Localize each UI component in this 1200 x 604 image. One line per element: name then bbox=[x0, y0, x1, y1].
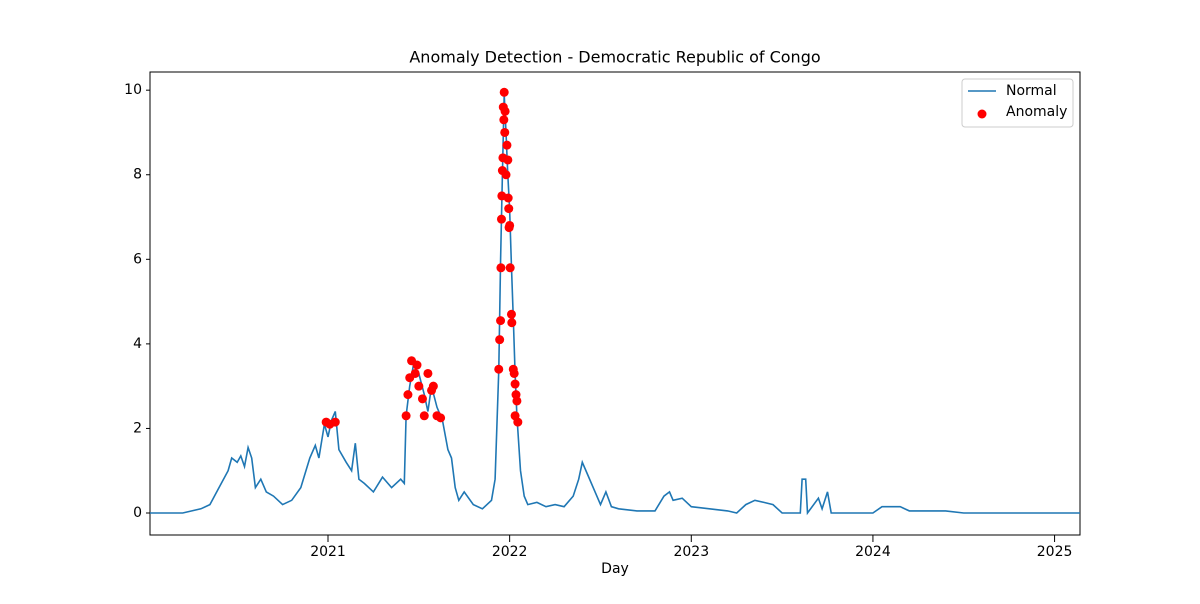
data-line bbox=[150, 94, 1080, 516]
anomaly-point bbox=[500, 106, 510, 116]
anomaly-point bbox=[505, 220, 515, 230]
anomaly-point bbox=[501, 170, 511, 180]
anomaly-point bbox=[330, 417, 340, 427]
anomaly-point bbox=[419, 411, 429, 421]
anomaly-point bbox=[496, 263, 506, 273]
anomaly-point bbox=[500, 127, 510, 137]
x-tick-label: 2025 bbox=[1037, 544, 1073, 560]
y-tick-label: 6 bbox=[133, 251, 142, 267]
anomaly-point bbox=[499, 115, 509, 125]
anomaly-point bbox=[436, 413, 446, 423]
legend-swatch bbox=[977, 109, 987, 119]
anomaly-point bbox=[428, 381, 438, 391]
anomaly-point bbox=[510, 411, 520, 421]
anomaly-point bbox=[504, 204, 514, 214]
anomaly-point bbox=[494, 364, 504, 374]
anomaly-point bbox=[507, 318, 517, 328]
x-axis-label: Day bbox=[601, 561, 629, 577]
anomaly-point bbox=[410, 368, 420, 378]
anomaly-point bbox=[505, 263, 515, 273]
x-tick-label: 2022 bbox=[492, 544, 528, 560]
legend-label: Anomaly bbox=[1006, 104, 1067, 120]
anomaly-point bbox=[503, 193, 513, 203]
anomaly-point bbox=[417, 394, 427, 404]
anomaly-point bbox=[509, 368, 519, 378]
anomaly-point bbox=[506, 309, 516, 319]
legend-label: Normal bbox=[1006, 83, 1057, 99]
anomaly-point bbox=[414, 381, 424, 391]
anomaly-point bbox=[510, 379, 520, 389]
anomaly-point bbox=[512, 396, 522, 406]
y-tick-label: 4 bbox=[133, 336, 142, 352]
y-tick-label: 8 bbox=[133, 167, 142, 183]
anomaly-point bbox=[502, 140, 512, 150]
y-tick-label: 2 bbox=[133, 420, 142, 436]
x-tick-label: 2024 bbox=[855, 544, 891, 560]
chart-title: Anomaly Detection - Democratic Republic … bbox=[409, 48, 820, 67]
anomaly-point bbox=[401, 411, 411, 421]
x-tick-label: 2023 bbox=[673, 544, 709, 560]
anomaly-point bbox=[403, 390, 413, 400]
anomaly-point bbox=[495, 335, 505, 345]
anomaly-point bbox=[412, 360, 422, 370]
anomaly-point bbox=[499, 87, 509, 97]
anomaly-point bbox=[423, 368, 433, 378]
anomaly-point bbox=[503, 155, 513, 165]
y-tick-label: 0 bbox=[133, 505, 142, 521]
x-tick-label: 2021 bbox=[310, 544, 346, 560]
anomaly-point bbox=[496, 316, 506, 326]
anomaly-point bbox=[496, 214, 506, 224]
y-tick-label: 10 bbox=[124, 82, 142, 98]
plot-frame bbox=[149, 71, 1081, 536]
